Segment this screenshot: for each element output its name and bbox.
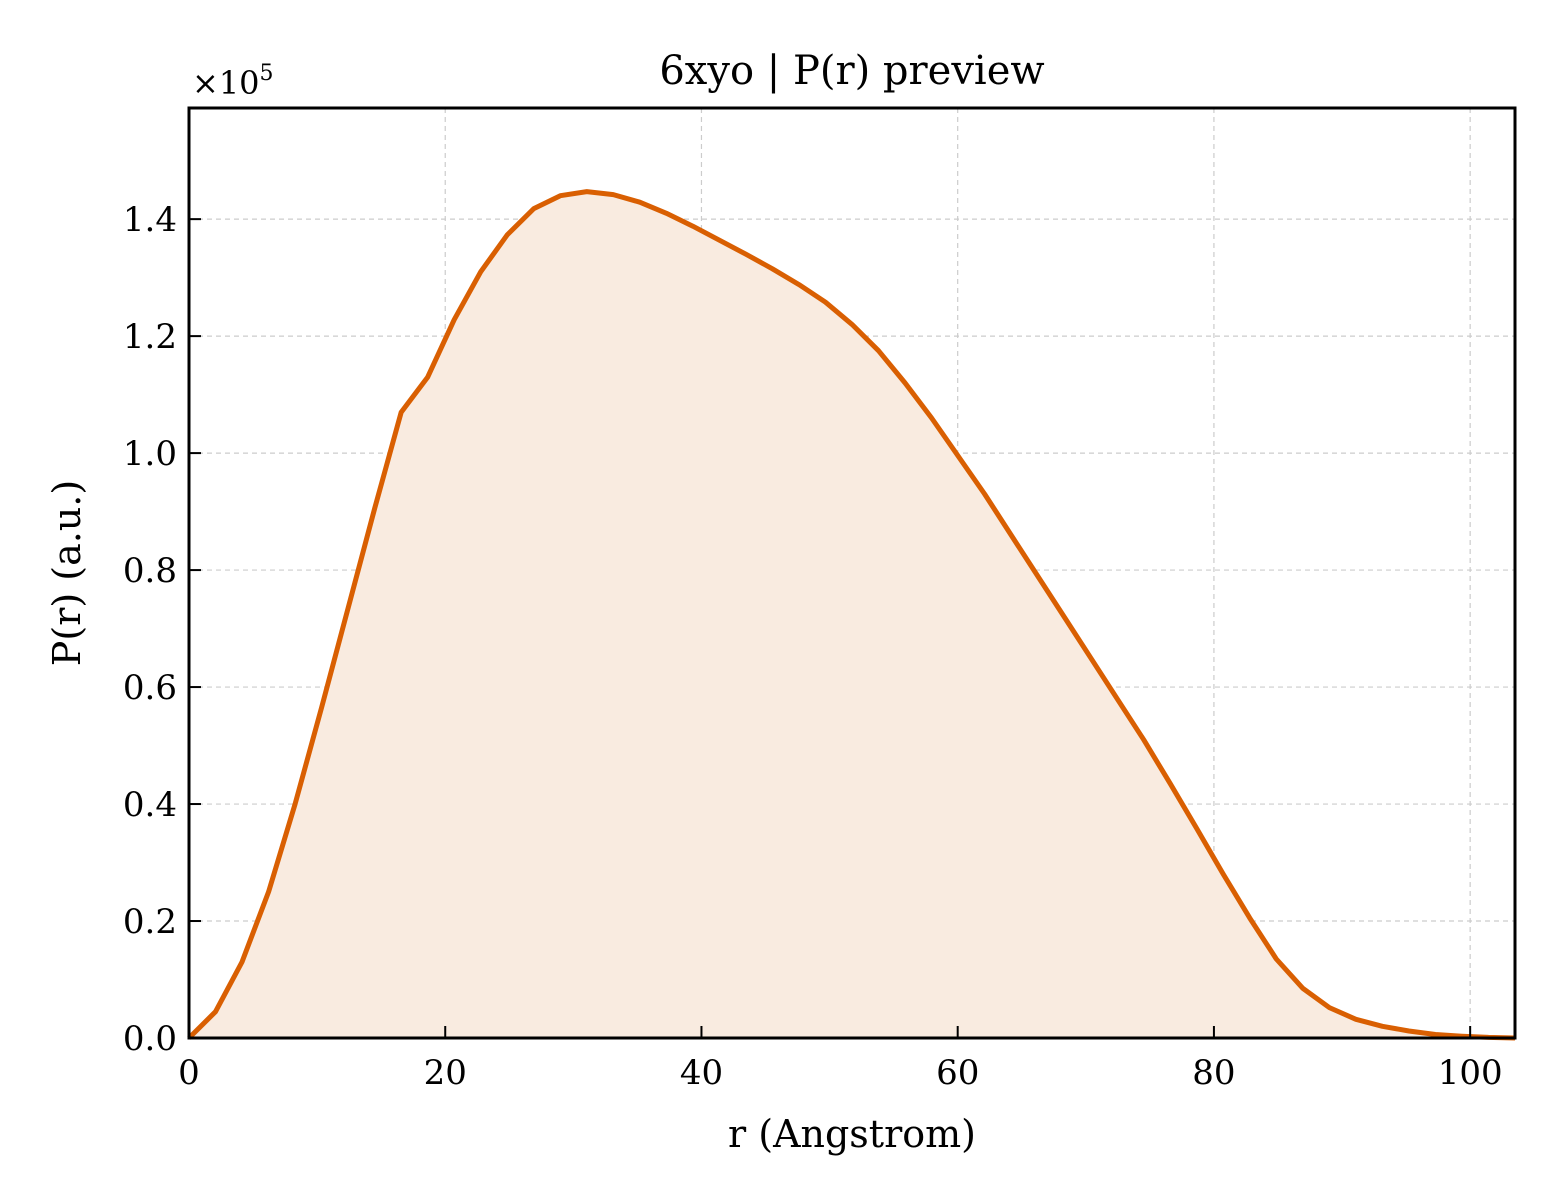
pr-data-point [1143,739,1144,740]
pr-data-point [507,234,508,235]
pr-data-point [799,284,800,285]
pr-data-point [427,377,428,378]
pr-data-point [1249,918,1250,919]
pr-data-point [586,191,587,192]
pr-data-point [878,350,879,351]
pr-data-point [215,1011,216,1012]
pr-data-point [772,268,773,269]
pr-data-point [1037,575,1038,576]
x-tick-label: 20 [424,1053,467,1093]
pr-data-point [1276,959,1277,960]
x-tick-label: 60 [936,1053,979,1093]
pr-data-point [1355,1019,1356,1020]
y-tick-label: 0.8 [123,551,177,591]
y-offset-multiplier: ×105 [192,61,274,102]
y-offset-exponent: 5 [260,61,274,86]
pr-data-point [533,208,534,209]
pr-data-point [984,494,985,495]
y-tick-label: 0.4 [123,785,177,825]
pr-area-fill [189,191,1515,1039]
y-axis-label: P(r) (a.u.) [45,480,89,666]
x-tick-label: 0 [178,1053,200,1093]
pr-data-point [401,412,402,413]
pr-data-point [374,508,375,509]
y-tick-label: 0.6 [123,668,177,708]
pr-data-point [1011,535,1012,536]
pr-data-point [242,962,243,963]
pr-data-point [321,707,322,708]
pr-data-point [1117,698,1118,699]
pr-data-point [958,456,959,457]
pr-data-point [1329,1007,1330,1008]
plot-frame [187,106,1517,1040]
x-tick-label: 80 [1192,1053,1235,1093]
x-axis-label: r (Angstrom) [728,1112,976,1156]
pr-data-point [1302,988,1303,989]
pr-data-point [1090,657,1091,658]
y-offset-base: ×10 [192,64,260,102]
pr-data-point [692,226,693,227]
pr-data-point [613,194,614,195]
y-tick-label: 1.0 [123,434,177,474]
chart-title: 6xyo | P(r) preview [659,48,1044,94]
pr-data-point [825,302,826,303]
y-axis-ticks: 0.0 0.2 0.4 0.6 0.8 1.0 1.2 1.4 [123,200,201,1059]
pr-data-point [852,324,853,325]
pr-data-point [268,891,269,892]
pr-data-point [639,202,640,203]
pr-data-point [1223,874,1224,875]
y-tick-label: 1.2 [123,317,177,357]
pr-data-point [666,213,667,214]
pr-data-point [480,271,481,272]
pr-data-point [560,195,561,196]
pr-data-point [931,418,932,419]
pr-data-point [1170,783,1171,784]
pr-data-point [1196,828,1197,829]
pr-data-point [905,382,906,383]
y-tick-label: 0.2 [123,902,177,942]
x-tick-label: 40 [680,1053,723,1093]
pr-data-point [454,319,455,320]
pr-data-point [1382,1026,1383,1027]
pr-series-line [187,189,1516,1041]
y-tick-label: 1.4 [123,200,177,240]
x-axis-ticks: 0 20 40 60 80 100 [178,1026,1503,1093]
pr-data-point [719,240,720,241]
pr-data-point [295,804,296,805]
pr-data-point [348,608,349,609]
pr-data-point [1435,1034,1436,1035]
pr-data-point [745,254,746,255]
pr-data-point [1408,1031,1409,1032]
x-tick-label: 100 [1438,1053,1503,1093]
y-tick-label: 0.0 [123,1019,177,1059]
pr-data-point [1064,616,1065,617]
